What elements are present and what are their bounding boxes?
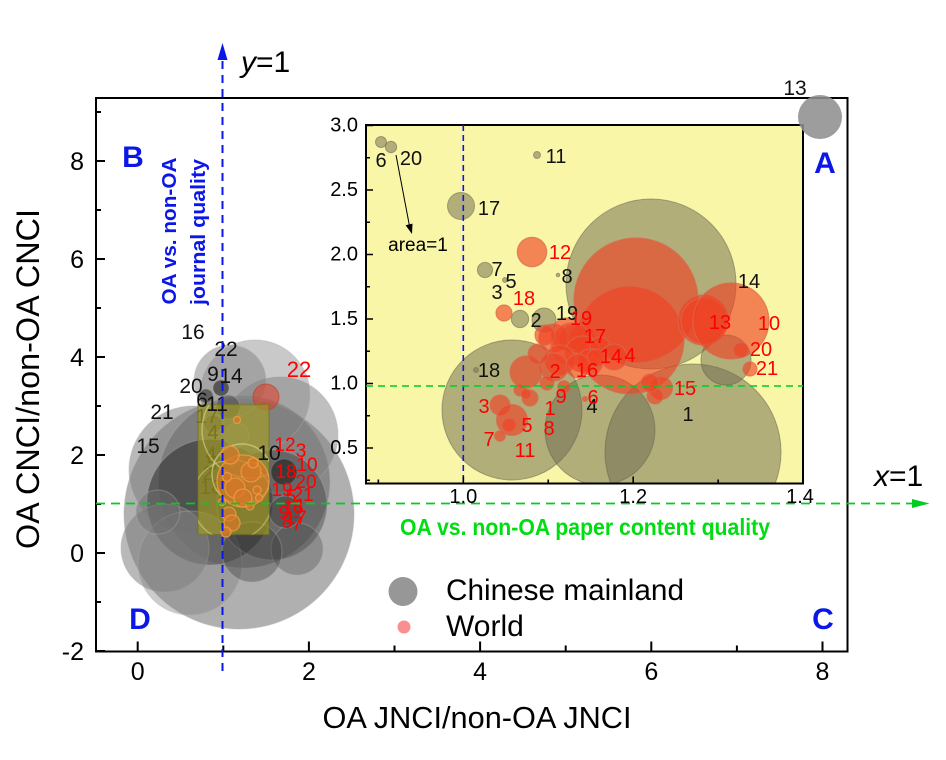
svg-text:11: 11 [206,393,228,416]
svg-text:14: 14 [738,271,760,293]
svg-text:5: 5 [521,415,532,437]
svg-text:3: 3 [296,441,307,462]
svg-text:22: 22 [287,357,311,382]
svg-text:6: 6 [196,389,208,412]
svg-text:6: 6 [70,246,84,274]
svg-text:19: 19 [271,480,292,501]
svg-text:9: 9 [207,363,219,386]
svg-text:2.0: 2.0 [330,244,358,266]
svg-text:5: 5 [505,271,516,293]
svg-text:6: 6 [375,150,386,172]
svg-text:7: 7 [292,514,303,535]
svg-text:13: 13 [709,312,731,334]
svg-text:y=1: y=1 [239,46,290,79]
svg-text:20: 20 [400,148,422,170]
svg-text:10: 10 [296,455,317,476]
svg-text:18: 18 [513,288,535,310]
svg-text:20: 20 [179,375,202,398]
svg-text:9: 9 [555,386,566,408]
svg-text:1: 1 [544,398,555,420]
svg-text:10: 10 [257,442,280,465]
svg-text:19: 19 [570,308,592,330]
svg-text:World: World [446,610,524,643]
svg-text:14: 14 [219,365,243,388]
svg-text:3: 3 [491,282,502,304]
svg-text:17: 17 [478,198,500,220]
svg-text:15: 15 [136,435,159,458]
svg-text:11: 11 [515,440,536,462]
svg-text:4: 4 [624,345,635,367]
svg-text:1.5: 1.5 [330,308,358,330]
svg-text:0: 0 [131,658,145,686]
svg-text:7: 7 [491,259,502,281]
svg-text:16: 16 [576,360,598,382]
svg-text:12: 12 [274,435,295,456]
svg-text:1: 1 [682,404,693,426]
svg-text:journal quality: journal quality [188,158,210,306]
svg-text:17: 17 [584,326,606,348]
svg-text:5: 5 [286,487,297,508]
svg-text:A: A [814,147,836,180]
svg-text:15: 15 [674,378,696,400]
svg-text:2: 2 [70,442,84,470]
svg-text:6: 6 [587,387,598,409]
svg-text:x=1: x=1 [872,460,923,493]
svg-text:1.4: 1.4 [786,486,814,508]
svg-text:area=1: area=1 [388,235,448,256]
svg-text:21: 21 [150,401,173,424]
svg-text:1: 1 [295,496,306,517]
svg-text:OA JNCI/non-OA JNCI: OA JNCI/non-OA JNCI [323,700,632,735]
svg-text:4: 4 [70,344,84,372]
svg-text:9: 9 [279,503,290,524]
svg-text:-2: -2 [62,638,84,666]
svg-text:8: 8 [816,658,830,686]
svg-text:18: 18 [478,360,500,382]
svg-text:3: 3 [478,396,489,418]
svg-text:8: 8 [282,512,293,533]
svg-text:21: 21 [292,485,313,506]
svg-text:22: 22 [214,338,237,361]
svg-text:11: 11 [546,146,567,168]
svg-text:0: 0 [70,540,84,568]
svg-text:4: 4 [473,658,487,686]
svg-text:21: 21 [756,358,778,380]
svg-text:17: 17 [285,508,306,529]
svg-text:2: 2 [530,310,541,332]
svg-text:6: 6 [644,658,658,686]
svg-text:Chinese mainland: Chinese mainland [446,574,684,607]
svg-text:7: 7 [483,429,494,451]
svg-text:14: 14 [600,346,622,368]
svg-text:16: 16 [181,321,204,344]
svg-text:20: 20 [750,339,772,361]
svg-text:OA vs. non-OA paper content qu: OA vs. non-OA paper content quality [400,514,770,540]
svg-text:OA CNCI/non-OA CNCI: OA CNCI/non-OA CNCI [10,209,46,549]
svg-text:2: 2 [302,658,316,686]
svg-text:19: 19 [556,303,578,325]
svg-text:1.0: 1.0 [449,486,477,508]
svg-text:4: 4 [586,396,597,418]
svg-text:0.5: 0.5 [330,437,358,459]
svg-text:2.5: 2.5 [330,179,358,201]
svg-text:13: 13 [783,77,806,100]
svg-text:2: 2 [549,361,560,383]
svg-text:12: 12 [549,242,571,264]
svg-text:B: B [122,141,144,174]
svg-text:1.2: 1.2 [619,486,647,508]
svg-text:3.0: 3.0 [330,115,358,137]
svg-text:18: 18 [275,462,296,483]
svg-text:OA vs. non-OA: OA vs. non-OA [159,158,181,305]
svg-text:10: 10 [758,313,780,335]
svg-text:1.0: 1.0 [330,373,358,395]
svg-text:20: 20 [295,472,316,493]
svg-text:8: 8 [543,418,554,440]
svg-text:8: 8 [561,266,572,288]
svg-text:D: D [129,603,151,636]
svg-text:8: 8 [70,148,84,176]
svg-text:C: C [812,603,834,636]
